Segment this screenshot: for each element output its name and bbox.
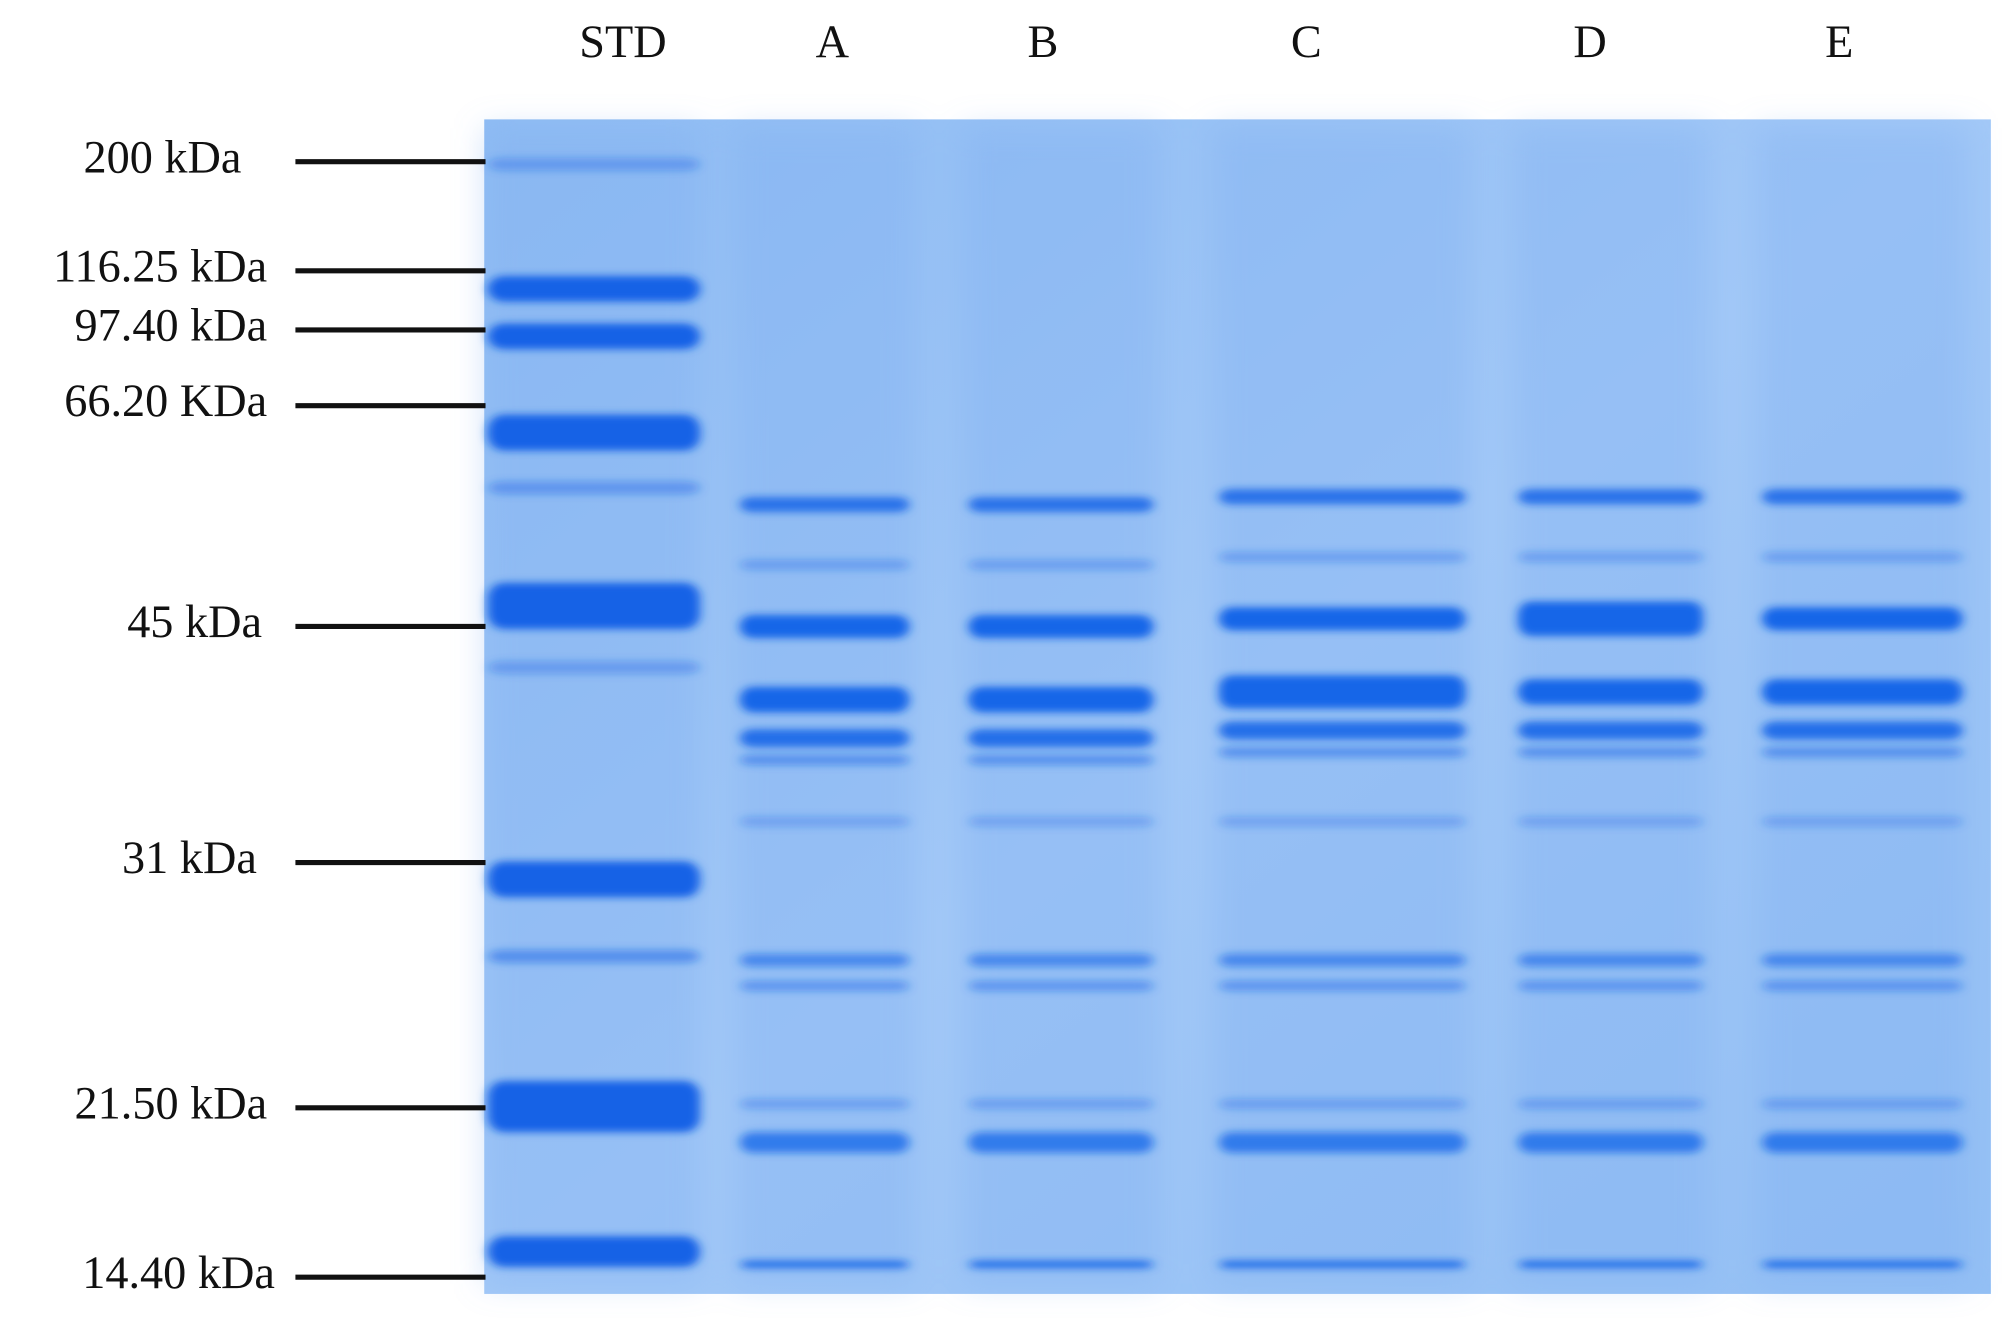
- lane-label: A: [816, 16, 850, 67]
- band: [488, 481, 701, 495]
- band: [488, 861, 701, 898]
- band: [1218, 1098, 1466, 1110]
- lane: [1513, 128, 1709, 1284]
- band: [488, 157, 701, 171]
- band: [1518, 721, 1704, 740]
- band: [1218, 747, 1466, 758]
- band: [968, 816, 1154, 827]
- band: [968, 496, 1154, 513]
- band: [1518, 1132, 1704, 1153]
- band: [488, 1236, 701, 1267]
- band: [1762, 551, 1963, 563]
- band: [968, 953, 1154, 967]
- marker-label: 21.50 kDa: [75, 1077, 268, 1128]
- band: [968, 754, 1154, 766]
- band: [488, 1080, 701, 1133]
- band: [1218, 551, 1466, 563]
- band: [1518, 1260, 1704, 1269]
- band: [1518, 816, 1704, 827]
- band: [1518, 1098, 1704, 1110]
- band: [739, 1260, 910, 1269]
- lane-label: B: [1028, 16, 1059, 67]
- band: [1518, 489, 1704, 505]
- band: [968, 686, 1154, 713]
- band: [739, 614, 910, 638]
- band: [488, 323, 701, 350]
- band: [968, 1098, 1154, 1110]
- band: [1518, 551, 1704, 563]
- lane-label: C: [1291, 16, 1322, 67]
- bands: [488, 157, 1963, 1269]
- band: [1218, 721, 1466, 740]
- band: [488, 414, 701, 451]
- band: [1518, 953, 1704, 967]
- band: [1518, 601, 1704, 637]
- band: [488, 949, 701, 963]
- band: [1762, 980, 1963, 991]
- band: [739, 559, 910, 570]
- lane-label: D: [1573, 16, 1606, 67]
- band: [968, 1260, 1154, 1269]
- band: [1762, 747, 1963, 758]
- marker-label: 97.40 kDa: [75, 300, 268, 351]
- band: [488, 582, 701, 629]
- band: [968, 614, 1154, 638]
- band: [1762, 1132, 1963, 1153]
- band: [968, 729, 1154, 748]
- band: [739, 729, 910, 748]
- band: [1762, 953, 1963, 967]
- band: [1518, 747, 1704, 758]
- band: [1762, 1098, 1963, 1110]
- band: [1218, 675, 1466, 709]
- band: [1218, 1260, 1466, 1269]
- band: [1218, 607, 1466, 631]
- lane: [1757, 128, 1968, 1284]
- band: [1762, 721, 1963, 740]
- marker-label: 66.20 KDa: [64, 375, 267, 426]
- band: [739, 754, 910, 766]
- lane-label: E: [1825, 16, 1853, 67]
- band: [1762, 816, 1963, 827]
- marker-label: 14.40 kDa: [82, 1247, 275, 1298]
- band: [1518, 679, 1704, 705]
- band: [968, 980, 1154, 991]
- band: [1218, 980, 1466, 991]
- band: [739, 686, 910, 713]
- band: [739, 816, 910, 827]
- lane-label: STD: [579, 16, 666, 67]
- band: [739, 980, 910, 991]
- band: [1762, 489, 1963, 505]
- band: [1518, 980, 1704, 991]
- band: [488, 275, 701, 302]
- band: [968, 559, 1154, 570]
- band: [488, 661, 701, 674]
- marker-label: 31 kDa: [122, 832, 257, 883]
- marker-label: 200 kDa: [84, 131, 242, 182]
- band: [1218, 953, 1466, 967]
- labels: STD A B C D E 200 kDa 116.25 kDa 97.40 kDa 66.20 …: [53, 16, 1853, 1298]
- band: [1762, 679, 1963, 705]
- band: [1762, 607, 1963, 631]
- band: [968, 1132, 1154, 1153]
- band: [739, 1098, 910, 1110]
- marker-label: 116.25 kDa: [53, 240, 267, 291]
- band: [739, 496, 910, 513]
- band: [1762, 1260, 1963, 1269]
- band: [739, 953, 910, 967]
- band: [1218, 816, 1466, 827]
- band: [1218, 489, 1466, 505]
- band: [739, 1132, 910, 1153]
- band: [1218, 1132, 1466, 1153]
- marker-label: 45 kDa: [127, 596, 262, 647]
